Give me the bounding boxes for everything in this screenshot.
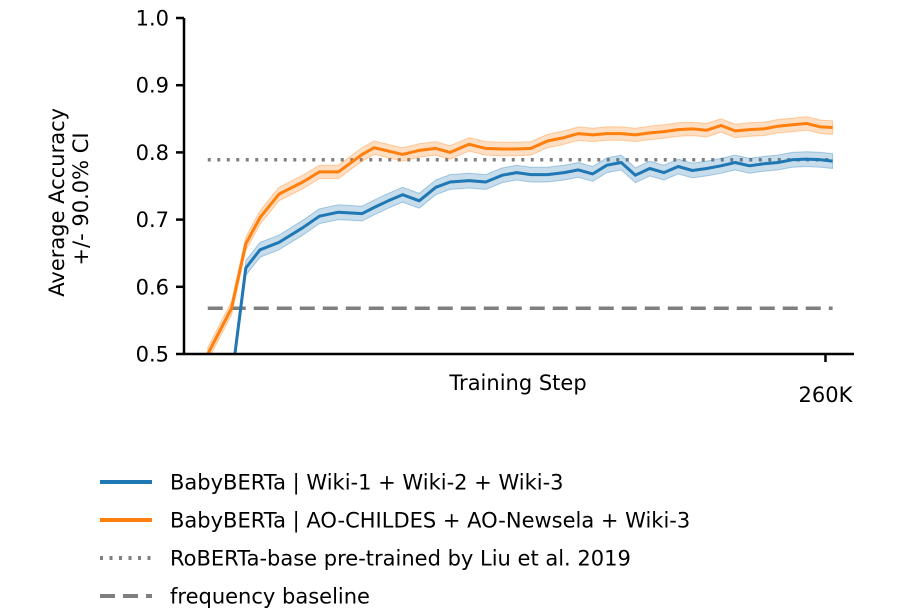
legend-label-3: RoBERTa-base pre-trained by Liu et al. 2… bbox=[170, 547, 631, 571]
legend-label-1: BabyBERTa | Wiki-1 + Wiki-2 + Wiki-3 bbox=[170, 471, 564, 496]
y-tick-label-5: 0.9 bbox=[136, 74, 169, 98]
series-ci-band-2 bbox=[207, 116, 834, 354]
y-axis-label-line-2: +/- 90.0% CI bbox=[69, 132, 93, 265]
y-tick-label-6: 1.0 bbox=[136, 7, 169, 31]
series-line-1 bbox=[233, 157, 833, 354]
y-tick-label-2: 0.6 bbox=[136, 275, 169, 299]
y-tick-label-4: 0.8 bbox=[136, 141, 169, 165]
plot-area bbox=[206, 116, 834, 354]
y-tick-label-1: 0.5 bbox=[136, 343, 169, 367]
x-tick-label-1: 260K bbox=[799, 383, 854, 407]
x-axis-label: Training Step bbox=[448, 371, 586, 395]
legend: BabyBERTa | Wiki-1 + Wiki-2 + Wiki-3 Baby… bbox=[100, 471, 690, 609]
series-line-2 bbox=[206, 122, 833, 354]
series-ci-band-1 bbox=[233, 151, 834, 354]
legend-label-2: BabyBERTa | AO-CHILDES + AO-Newsela + Wi… bbox=[170, 509, 690, 534]
y-axis-label: Average Accuracy +/- 90.0% CI bbox=[45, 101, 93, 296]
axes: 0.5 0.6 0.7 0.8 0.9 1.0 260K bbox=[136, 7, 854, 407]
y-axis-label-line-1: Average Accuracy bbox=[45, 108, 69, 297]
y-tick-label-3: 0.7 bbox=[136, 208, 169, 232]
legend-label-4: frequency baseline bbox=[170, 585, 370, 609]
